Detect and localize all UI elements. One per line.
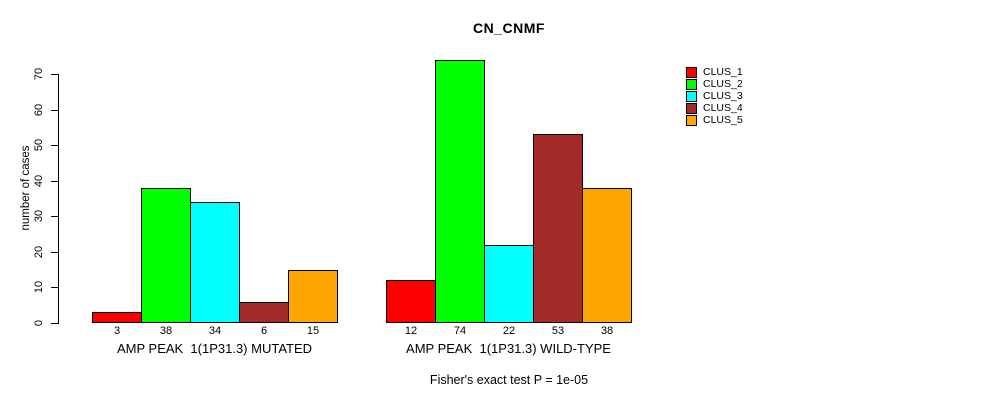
bar-CLUS_5 [288, 269, 338, 323]
bar-CLUS_3 [484, 244, 534, 323]
legend-item: CLUS_3 [686, 90, 743, 102]
legend-swatch-CLUS_3 [686, 90, 697, 102]
legend-swatch-CLUS_2 [686, 78, 697, 90]
y-tick-label: 50 [33, 139, 45, 152]
y-tick-label: 30 [33, 210, 45, 223]
y-tick [51, 74, 59, 75]
legend-item: CLUS_1 [686, 66, 743, 78]
legend-label: CLUS_1 [703, 66, 743, 78]
group-label: AMP PEAK 1(1P31.3) WILD-TYPE [406, 341, 611, 356]
bar-value-label: 38 [159, 325, 173, 337]
legend-item: CLUS_4 [686, 102, 743, 114]
bar-value-label: 22 [502, 325, 516, 337]
y-tick [51, 216, 59, 218]
legend-label: CLUS_3 [703, 90, 743, 102]
legend: CLUS_1 CLUS_2 CLUS_3 CLUS_4 CLUS_5 [686, 66, 743, 126]
bar-CLUS_4 [533, 134, 583, 323]
legend-swatch-CLUS_1 [686, 66, 697, 78]
bar-CLUS_2 [141, 187, 191, 323]
y-tick [51, 109, 59, 111]
legend-item: CLUS_5 [686, 114, 743, 126]
bar-CLUS_2 [435, 59, 485, 323]
y-tick [51, 323, 59, 324]
group-label: AMP PEAK 1(1P31.3) MUTATED [116, 341, 313, 356]
chart-title: CN_CNMF [473, 20, 545, 36]
y-tick [51, 287, 59, 289]
y-tick-label: 10 [33, 281, 45, 294]
y-tick [51, 145, 59, 147]
legend-item: CLUS_2 [686, 78, 743, 90]
bar-value-label: 6 [260, 325, 268, 337]
bar-CLUS_1 [92, 312, 142, 323]
legend-label: CLUS_2 [703, 78, 743, 90]
legend-swatch-CLUS_4 [686, 102, 697, 114]
y-tick-label: 20 [33, 245, 45, 258]
legend-swatch-CLUS_5 [686, 114, 697, 126]
bar-CLUS_1 [386, 280, 436, 323]
bar-value-label: 74 [453, 325, 467, 337]
y-axis-line [58, 74, 59, 324]
y-axis-label: number of cases [20, 145, 32, 231]
bar-value-label: 3 [113, 325, 121, 337]
bar-value-label: 15 [306, 325, 320, 337]
bar-value-label: 12 [404, 325, 418, 337]
legend-label: CLUS_5 [703, 114, 743, 126]
legend-label: CLUS_4 [703, 102, 743, 114]
y-tick [51, 251, 59, 253]
y-tick-label: 0 [33, 319, 45, 327]
bar-value-label: 53 [551, 325, 565, 337]
bar-CLUS_5 [582, 187, 632, 323]
bar-value-label: 34 [208, 325, 222, 337]
y-tick-label: 70 [33, 67, 45, 81]
y-tick-label: 40 [33, 174, 45, 187]
y-tick [51, 180, 59, 182]
bar-CLUS_4 [239, 301, 289, 323]
bar-CLUS_3 [190, 202, 240, 323]
bar-value-label: 38 [600, 325, 614, 337]
y-tick-label: 60 [33, 103, 45, 116]
fisher-test-annotation: Fisher's exact test P = 1e-05 [429, 373, 589, 387]
